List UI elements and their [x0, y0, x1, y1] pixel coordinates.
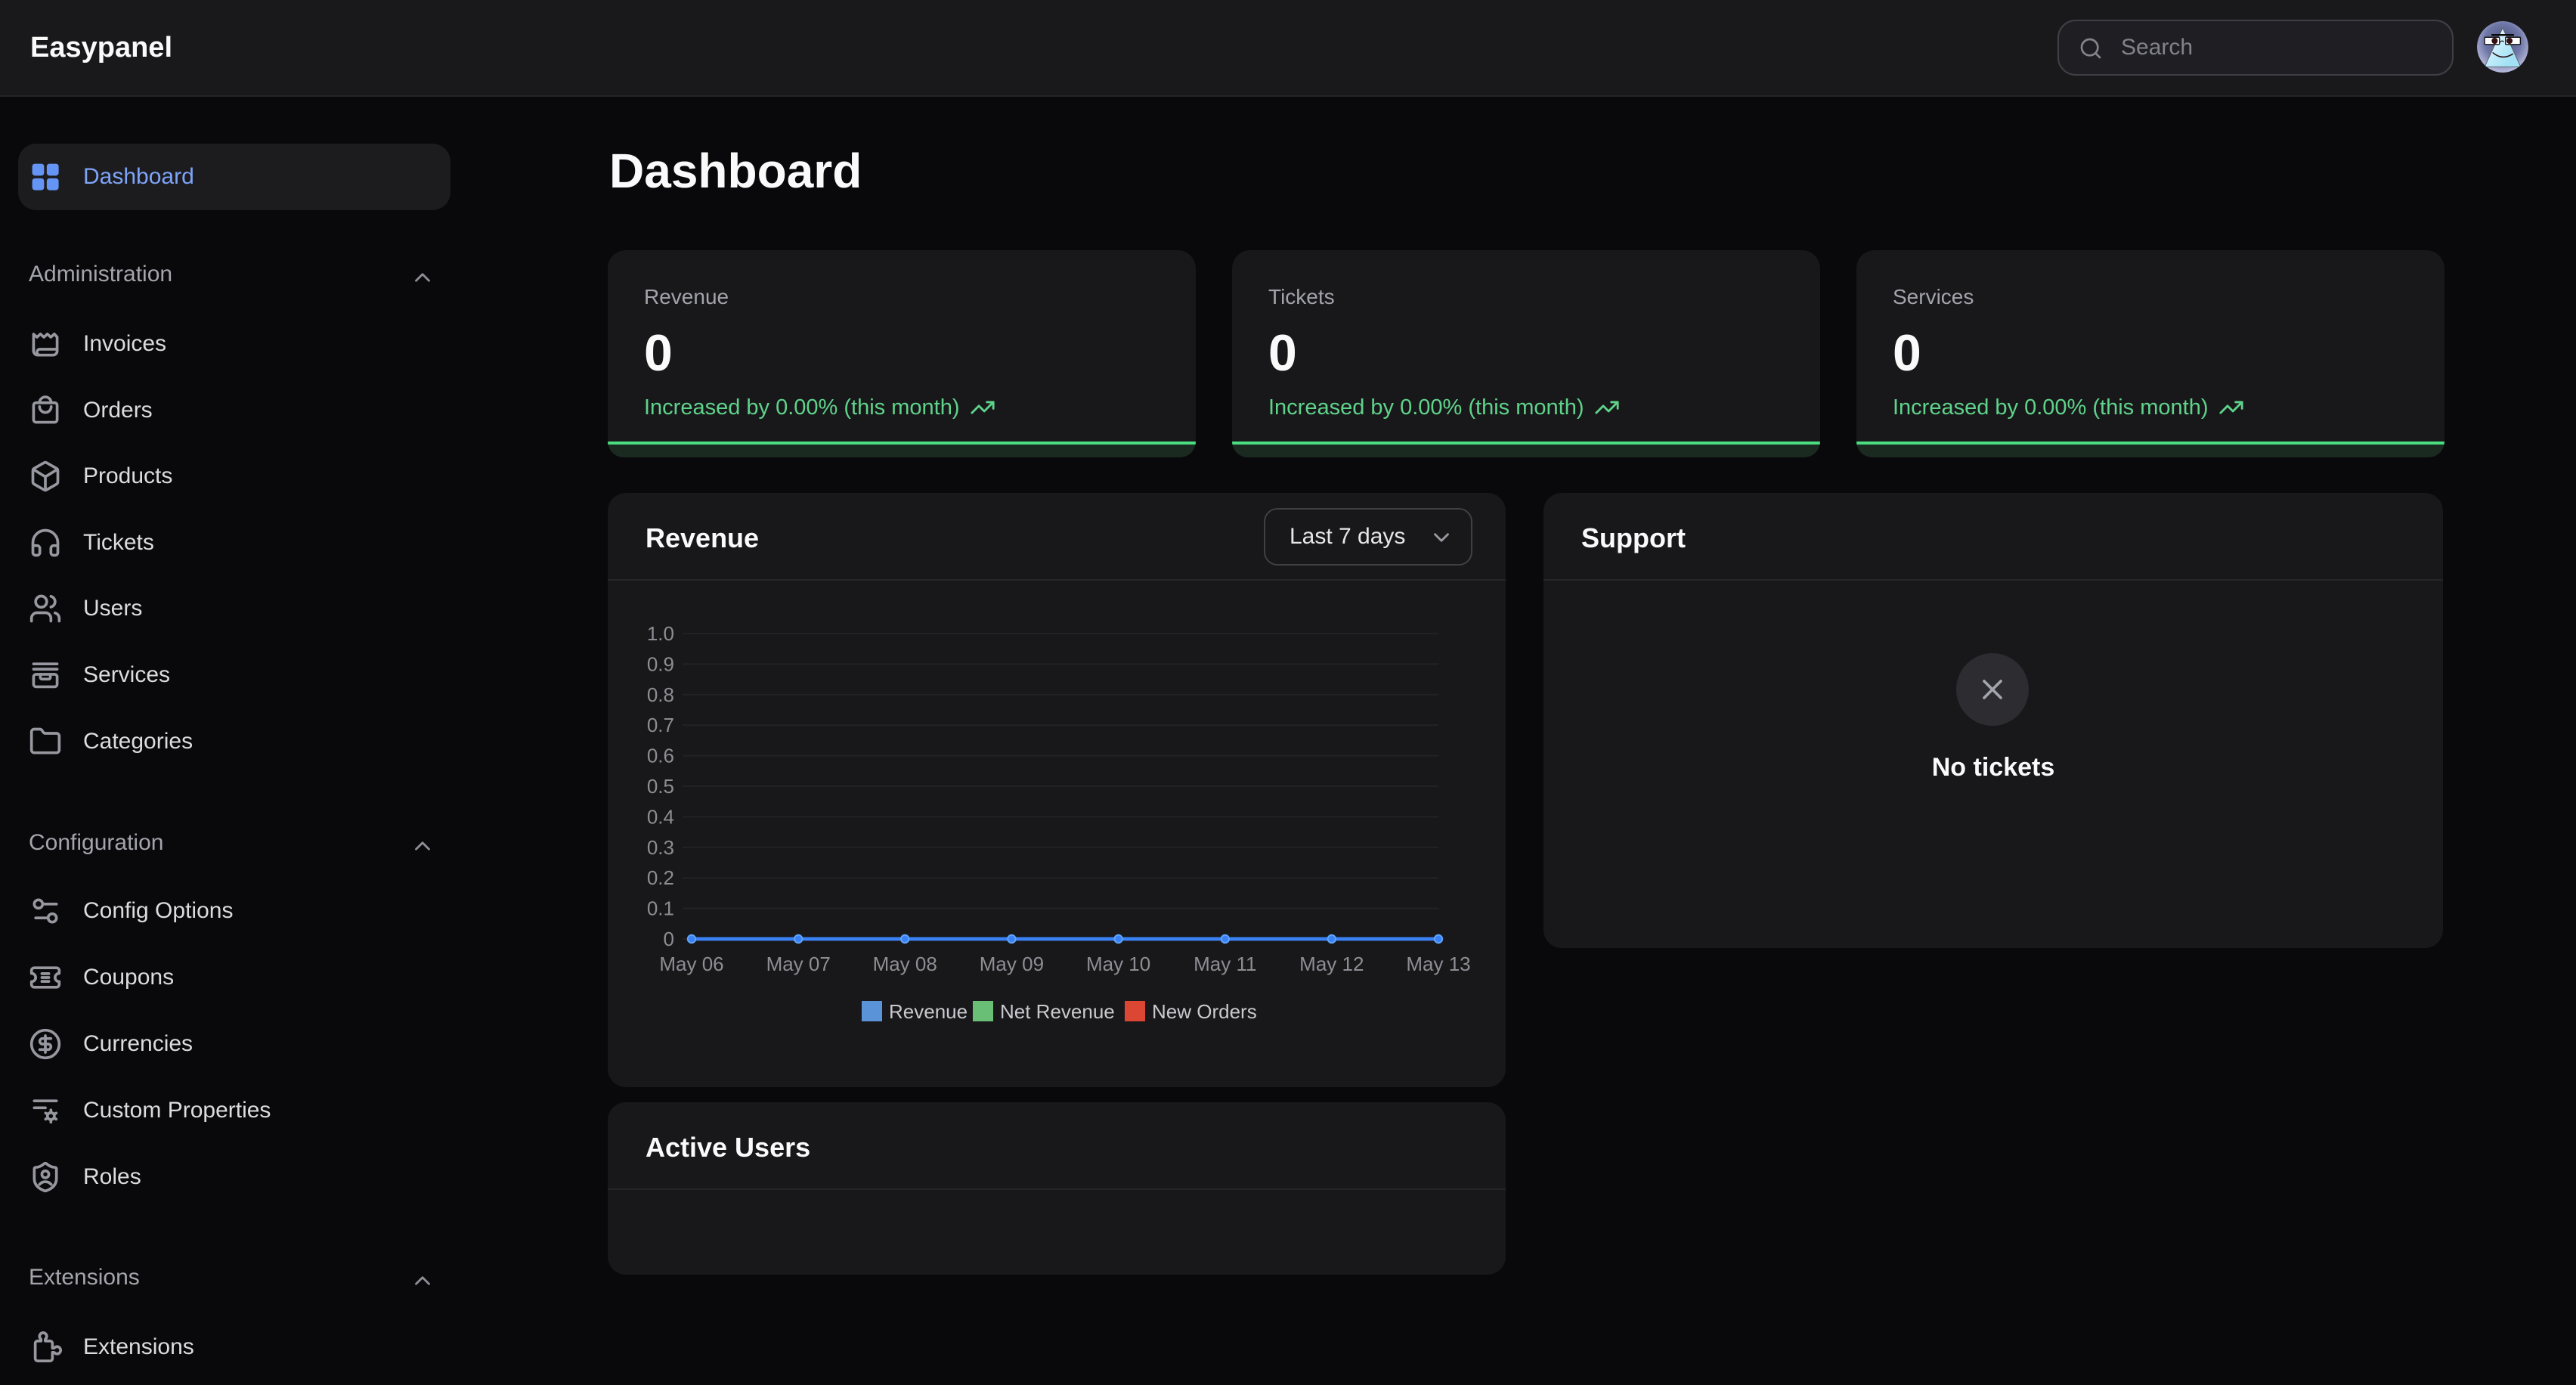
svg-text:0.5: 0.5 [647, 775, 674, 798]
svg-text:May 13: May 13 [1406, 953, 1470, 975]
svg-text:New Orders: New Orders [1152, 1000, 1257, 1023]
svg-text:May 09: May 09 [980, 953, 1044, 975]
svg-text:May 11: May 11 [1194, 953, 1256, 975]
svg-text:0.7: 0.7 [647, 714, 674, 736]
svg-text:Net Revenue: Net Revenue [1000, 1000, 1115, 1023]
svg-text:0: 0 [664, 928, 674, 950]
svg-text:Revenue: Revenue [889, 1000, 968, 1023]
svg-text:May 07: May 07 [766, 953, 831, 975]
svg-text:May 10: May 10 [1086, 953, 1150, 975]
svg-text:0.9: 0.9 [647, 652, 674, 675]
svg-text:May 08: May 08 [873, 953, 937, 975]
svg-text:0.8: 0.8 [647, 683, 674, 706]
svg-text:May 06: May 06 [659, 953, 723, 975]
svg-text:0.6: 0.6 [647, 745, 674, 767]
svg-text:0.4: 0.4 [647, 805, 674, 828]
svg-text:May 12: May 12 [1299, 953, 1364, 975]
svg-text:0.3: 0.3 [647, 836, 674, 859]
svg-text:0.1: 0.1 [647, 897, 674, 920]
svg-text:1.0: 1.0 [647, 622, 674, 645]
svg-text:0.2: 0.2 [647, 866, 674, 889]
